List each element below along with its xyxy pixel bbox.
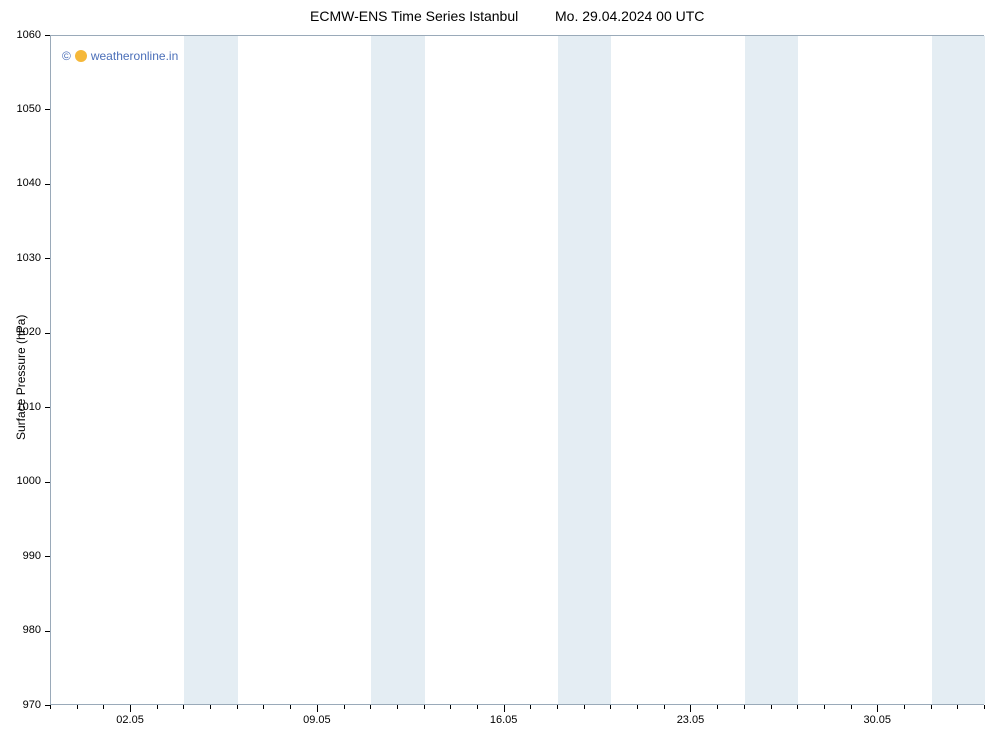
x-tick-label: 02.05 — [100, 714, 160, 726]
chart-container: ECMW-ENS Time Series Istanbul Mo. 29.04.… — [0, 0, 1000, 733]
x-major-tick-mark — [504, 705, 505, 712]
x-minor-tick-mark — [370, 705, 371, 709]
x-minor-tick-mark — [851, 705, 852, 709]
y-tick-mark — [45, 407, 50, 408]
y-tick-label: 1010 — [0, 401, 41, 413]
x-minor-tick-mark — [50, 705, 51, 709]
x-minor-tick-mark — [957, 705, 958, 709]
x-minor-tick-mark — [210, 705, 211, 709]
y-tick-label: 1050 — [0, 103, 41, 115]
x-minor-tick-mark — [984, 705, 985, 709]
x-minor-tick-mark — [157, 705, 158, 709]
plot-area — [50, 35, 984, 705]
x-minor-tick-mark — [263, 705, 264, 709]
x-minor-tick-mark — [397, 705, 398, 709]
x-minor-tick-mark — [344, 705, 345, 709]
x-minor-tick-mark — [717, 705, 718, 709]
y-tick-mark — [45, 333, 50, 334]
y-tick-label: 980 — [0, 624, 41, 636]
y-tick-label: 1040 — [0, 177, 41, 189]
x-minor-tick-mark — [664, 705, 665, 709]
x-minor-tick-mark — [424, 705, 425, 709]
y-tick-label: 1020 — [0, 326, 41, 338]
y-tick-label: 1000 — [0, 475, 41, 487]
y-tick-label: 1060 — [0, 29, 41, 41]
x-tick-label: 16.05 — [474, 714, 534, 726]
x-minor-tick-mark — [450, 705, 451, 709]
watermark-copyright: © — [62, 49, 71, 63]
y-tick-label: 990 — [0, 550, 41, 562]
x-minor-tick-mark — [904, 705, 905, 709]
x-major-tick-mark — [877, 705, 878, 712]
weekend-band — [184, 36, 237, 704]
x-minor-tick-mark — [931, 705, 932, 709]
y-tick-mark — [45, 35, 50, 36]
x-minor-tick-mark — [557, 705, 558, 709]
chart-title-left: ECMW-ENS Time Series Istanbul — [310, 8, 518, 24]
weekend-band — [932, 36, 985, 704]
chart-title-right: Mo. 29.04.2024 00 UTC — [555, 8, 704, 24]
weekend-band — [745, 36, 798, 704]
sun-icon — [75, 50, 87, 62]
y-tick-label: 970 — [0, 699, 41, 711]
x-major-tick-mark — [130, 705, 131, 712]
x-major-tick-mark — [690, 705, 691, 712]
y-tick-mark — [45, 556, 50, 557]
y-tick-mark — [45, 258, 50, 259]
weekend-band — [371, 36, 424, 704]
x-minor-tick-mark — [610, 705, 611, 709]
x-minor-tick-mark — [77, 705, 78, 709]
x-minor-tick-mark — [530, 705, 531, 709]
x-tick-label: 09.05 — [287, 714, 347, 726]
y-tick-mark — [45, 631, 50, 632]
x-minor-tick-mark — [183, 705, 184, 709]
y-tick-mark — [45, 482, 50, 483]
x-minor-tick-mark — [237, 705, 238, 709]
x-minor-tick-mark — [290, 705, 291, 709]
x-minor-tick-mark — [744, 705, 745, 709]
watermark: © weatheronline.in — [62, 49, 178, 63]
x-minor-tick-mark — [824, 705, 825, 709]
weekend-band — [558, 36, 611, 704]
y-tick-label: 1030 — [0, 252, 41, 264]
watermark-text: weatheronline.in — [91, 49, 178, 63]
y-tick-mark — [45, 184, 50, 185]
x-minor-tick-mark — [771, 705, 772, 709]
x-minor-tick-mark — [477, 705, 478, 709]
x-tick-label: 30.05 — [847, 714, 907, 726]
x-minor-tick-mark — [637, 705, 638, 709]
y-tick-mark — [45, 109, 50, 110]
x-minor-tick-mark — [584, 705, 585, 709]
x-major-tick-mark — [317, 705, 318, 712]
x-tick-label: 23.05 — [660, 714, 720, 726]
x-minor-tick-mark — [797, 705, 798, 709]
x-minor-tick-mark — [103, 705, 104, 709]
